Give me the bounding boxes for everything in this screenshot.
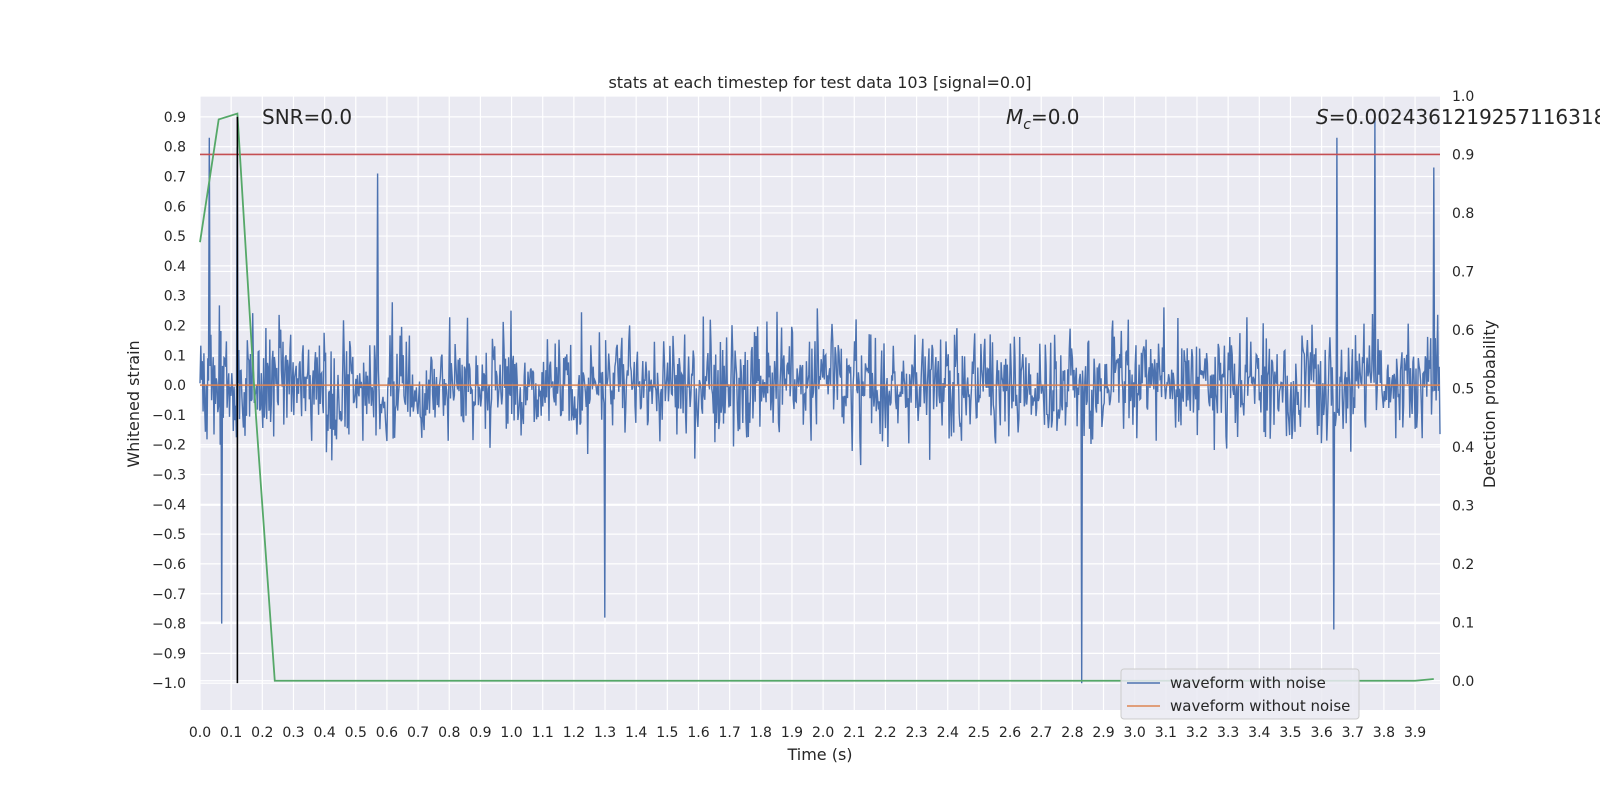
y-tick-label-right: 1.0 [1452,89,1474,105]
y-tick-label-left: 0.4 [164,259,186,275]
y-tick-label-left: −0.7 [152,587,186,603]
x-tick-label: 0.2 [251,725,273,741]
y-tick-label-left: 0.6 [164,199,186,215]
y-tick-label-left: 0.8 [164,140,186,156]
x-tick-label: 2.0 [812,725,834,741]
x-tick-label: 3.5 [1279,725,1301,741]
x-tick-label: 3.8 [1373,725,1395,741]
s-symbol: S [1316,105,1329,129]
x-tick-label: 2.2 [874,725,896,741]
y-tick-label-left: 0.3 [164,289,186,305]
x-tick-label: 1.4 [625,725,647,741]
y-axis-label-right: Detection probability [1480,320,1499,488]
snr-annotation: SNR=0.0 [262,105,352,129]
x-tick-label: 1.7 [719,725,741,741]
legend-label-noise: waveform with noise [1170,674,1326,692]
legend-box [1120,668,1360,720]
legend: waveform with noise waveform without noi… [1120,668,1360,720]
x-tick-label: 1.6 [687,725,709,741]
x-tick-label: 0.6 [376,725,398,741]
s-value: =0.0024361219257116318 [1329,105,1600,129]
y-axis-label-left: Whitened strain [124,340,143,467]
x-tick-label: 3.7 [1342,725,1364,741]
tick-labels: 0.0 0.1 0.2 0.3 0.4 0.5 0.6 0.7 0.8 0.9 1.0 1.1 1.2 1… [152,89,1474,741]
y-tick-label-left: 0.0 [164,378,186,394]
y-tick-label-left: −0.8 [152,617,186,633]
y-tick-label-left: 0.5 [164,229,186,245]
y-tick-label-left: −0.2 [152,438,186,454]
x-tick-label: 1.8 [750,725,772,741]
x-tick-label: 0.0 [189,725,211,741]
x-tick-label: 3.2 [1186,725,1208,741]
y-tick-label-right: 0.6 [1452,323,1474,339]
x-tick-label: 2.6 [999,725,1021,741]
y-tick-label-left: −0.9 [152,646,186,662]
x-tick-label: 2.7 [1030,725,1052,741]
chart-title: stats at each timestep for test data 103… [608,73,1031,92]
x-tick-label: 3.6 [1310,725,1332,741]
x-tick-label: 3.9 [1404,725,1426,741]
s-annotation: S=0.0024361219257116318 [1316,105,1600,129]
y-tick-label-right: 0.2 [1452,557,1474,573]
x-tick-label: 1.2 [563,725,585,741]
mc-subscript: c [1023,117,1031,133]
x-tick-label: 1.1 [532,725,554,741]
x-axis-label: Time (s) [786,745,852,764]
x-tick-label: 3.3 [1217,725,1239,741]
x-tick-label: 1.0 [500,725,522,741]
x-tick-label: 0.5 [345,725,367,741]
x-tick-label: 2.9 [1092,725,1114,741]
x-tick-label: 3.0 [1124,725,1146,741]
x-tick-label: 0.3 [282,725,304,741]
y-tick-label-left: 0.2 [164,319,186,335]
plot-background [200,96,1440,710]
y-tick-label-left: 0.1 [164,348,186,364]
x-tick-label: 0.4 [313,725,335,741]
y-tick-label-left: −1.0 [152,676,186,692]
x-tick-label: 0.9 [469,725,491,741]
y-tick-label-right: 0.7 [1452,264,1474,280]
y-tick-label-left: −0.6 [152,557,186,573]
x-tick-label: 0.8 [438,725,460,741]
y-tick-label-right: 0.4 [1452,440,1474,456]
x-tick-label: 2.4 [937,725,959,741]
x-tick-label: 0.7 [407,725,429,741]
y-tick-label-left: −0.5 [152,527,186,543]
x-tick-label: 0.1 [220,725,242,741]
legend-label-clean: waveform without noise [1170,697,1350,715]
y-tick-label-left: −0.4 [152,497,186,513]
x-tick-label: 1.9 [781,725,803,741]
y-tick-label-left: −0.1 [152,408,186,424]
y-tick-label-right: 0.8 [1452,206,1474,222]
y-tick-label-left: 0.7 [164,169,186,185]
x-tick-label: 1.3 [594,725,616,741]
x-tick-label: 2.3 [905,725,927,741]
mc-annotation: Mc=0.0 [1006,105,1080,133]
y-tick-label-left: −0.3 [152,468,186,484]
x-tick-label: 3.1 [1155,725,1177,741]
mc-symbol: M [1006,105,1023,129]
y-tick-label-right: 0.1 [1452,615,1474,631]
x-tick-label: 2.1 [843,725,865,741]
x-tick-label: 2.8 [1061,725,1083,741]
x-tick-label: 3.4 [1248,725,1270,741]
x-tick-label: 1.5 [656,725,678,741]
series-waveform-with-noise [199,119,1441,684]
mc-value: =0.0 [1031,105,1080,129]
x-tick-label: 2.5 [968,725,990,741]
y-tick-label-right: 0.9 [1452,147,1474,163]
y-tick-label-right: 0.5 [1452,381,1474,397]
noise-waveform-line [199,119,1441,684]
y-tick-label-right: 0.0 [1452,674,1474,690]
y-tick-label-left: 0.9 [164,110,186,126]
y-tick-label-right: 0.3 [1452,498,1474,514]
